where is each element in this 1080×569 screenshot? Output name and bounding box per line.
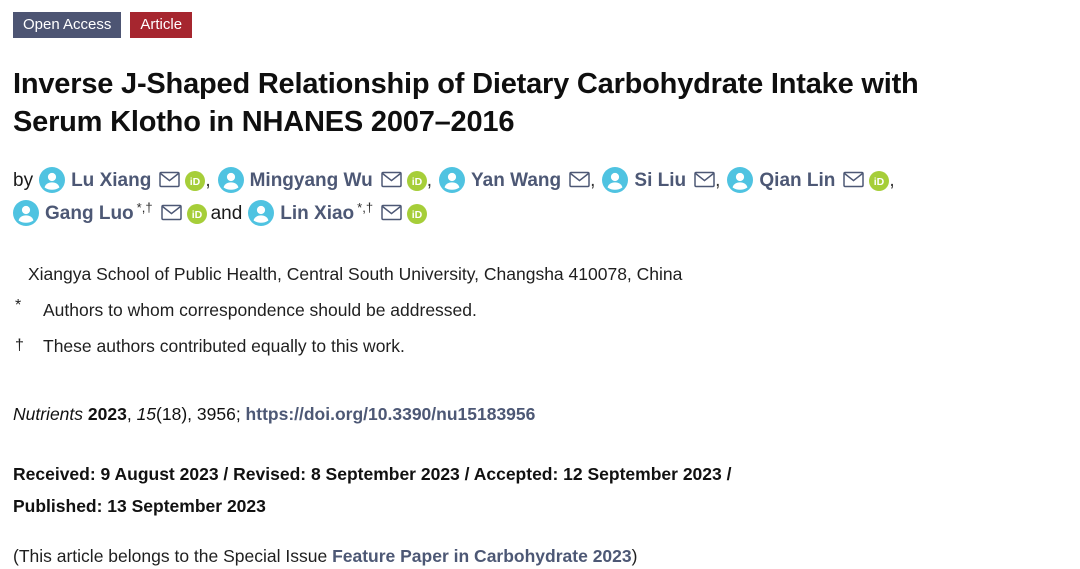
author-separator: ,: [205, 170, 211, 191]
svg-text:iD: iD: [874, 176, 885, 188]
author-separator: ,: [715, 170, 721, 191]
badge-row: Open Access Article: [13, 12, 1067, 38]
footnote-text: These authors contributed equally to thi…: [43, 336, 405, 356]
citation-year: 2023: [87, 404, 127, 424]
open-access-badge[interactable]: Open Access: [13, 12, 122, 38]
person-icon[interactable]: [602, 167, 629, 193]
svg-text:iD: iD: [411, 176, 422, 188]
article-history-dates: Received: 9 August 2023 / Revised: 8 Sep…: [13, 458, 1067, 522]
journal-citation: Nutrients 2023, 15(18), 3956; https://do…: [13, 404, 1067, 425]
citation-separator: ,: [126, 404, 137, 424]
article-title-line2: Serum Klotho in NHANES 2007–2016: [13, 106, 515, 138]
article-type-badge[interactable]: Article: [130, 12, 193, 38]
special-issue-suffix: ): [631, 546, 638, 566]
author-name-link[interactable]: Gang Luo: [45, 203, 134, 224]
orcid-icon[interactable]: iD: [185, 171, 206, 191]
envelope-icon[interactable]: [380, 171, 402, 188]
byline-prefix: by: [13, 170, 34, 191]
special-issue-note: (This article belongs to the Special Iss…: [13, 546, 1067, 567]
author-footnote-marks: *,†: [136, 199, 153, 215]
svg-text:iD: iD: [412, 209, 423, 221]
person-icon[interactable]: [439, 167, 466, 193]
orcid-icon[interactable]: iD: [406, 171, 427, 191]
footnote-correspondence: * Authors to whom correspondence should …: [15, 297, 1067, 322]
orcid-icon[interactable]: iD: [186, 204, 207, 224]
author-lin-xiao[interactable]: Lin Xiao *,† iD: [248, 199, 428, 226]
special-issue-prefix: (This article belongs to the Special Iss…: [13, 546, 333, 566]
envelope-icon[interactable]: [694, 171, 715, 188]
footnote-symbol: *: [15, 297, 22, 314]
footnote-symbol: †: [15, 337, 24, 354]
person-icon[interactable]: [727, 167, 754, 193]
envelope-icon[interactable]: [160, 204, 182, 221]
envelope-icon[interactable]: [159, 171, 181, 188]
dates-line2: Published: 13 September 2023: [13, 496, 266, 516]
affiliation-text: Xiangya School of Public Health, Central…: [28, 264, 683, 284]
dates-line1: Received: 9 August 2023 / Revised: 8 Sep…: [13, 464, 732, 484]
person-icon[interactable]: [13, 200, 39, 226]
envelope-icon[interactable]: [843, 171, 865, 188]
author-yan-wang[interactable]: Yan Wang: [439, 167, 590, 193]
authors-byline: by Lu Xiang iD, Mingyang Wu iD, Yan Wang, Si L…: [13, 164, 1067, 230]
envelope-icon[interactable]: [569, 171, 590, 188]
footnote-text: Authors to whom correspondence should be…: [43, 300, 477, 320]
author-si-liu[interactable]: Si Liu: [602, 167, 715, 193]
doi-link[interactable]: https://doi.org/10.3390/nu15183956: [245, 404, 536, 424]
envelope-icon[interactable]: [381, 204, 402, 221]
author-name-link[interactable]: Yan Wang: [471, 170, 562, 191]
author-qian-lin[interactable]: Qian Lin iD: [727, 167, 890, 193]
footnote-equal-contribution: † These authors contributed equally to t…: [15, 334, 1067, 358]
orcid-icon[interactable]: iD: [407, 204, 428, 224]
person-icon[interactable]: [248, 200, 275, 226]
author-lu-xiang[interactable]: Lu Xiang iD: [39, 167, 206, 193]
author-mingyang-wu[interactable]: Mingyang Wu iD: [217, 167, 427, 193]
person-icon[interactable]: [39, 167, 66, 193]
article-title: Inverse J-Shaped Relationship of Dietary…: [13, 65, 1067, 141]
svg-text:iD: iD: [191, 209, 202, 221]
orcid-icon[interactable]: iD: [869, 171, 890, 191]
author-name-link[interactable]: Si Liu: [634, 170, 687, 191]
svg-text:iD: iD: [190, 176, 201, 188]
author-footnote-marks: *,†: [357, 199, 374, 215]
author-separator: ,: [590, 170, 596, 191]
author-name-link[interactable]: Qian Lin: [759, 170, 836, 191]
author-gang-luo[interactable]: Gang Luo *,† iD: [13, 199, 207, 226]
article-title-line1: Inverse J-Shaped Relationship of Dietary…: [13, 68, 919, 100]
citation-volume: 15: [136, 404, 157, 424]
author-name-link[interactable]: Lin Xiao: [280, 203, 355, 224]
author-name-link[interactable]: Lu Xiang: [71, 170, 152, 191]
author-separator: ,: [889, 170, 895, 191]
author-name-link[interactable]: Mingyang Wu: [249, 170, 373, 191]
person-icon[interactable]: [217, 167, 244, 193]
special-issue-link[interactable]: Feature Paper in Carbohydrate 2023: [332, 546, 632, 566]
author-separator: ,: [426, 170, 433, 191]
journal-name: Nutrients: [13, 404, 84, 424]
byline-conjunction: and: [210, 203, 243, 224]
citation-issue-pages: (18), 3956;: [156, 404, 246, 424]
